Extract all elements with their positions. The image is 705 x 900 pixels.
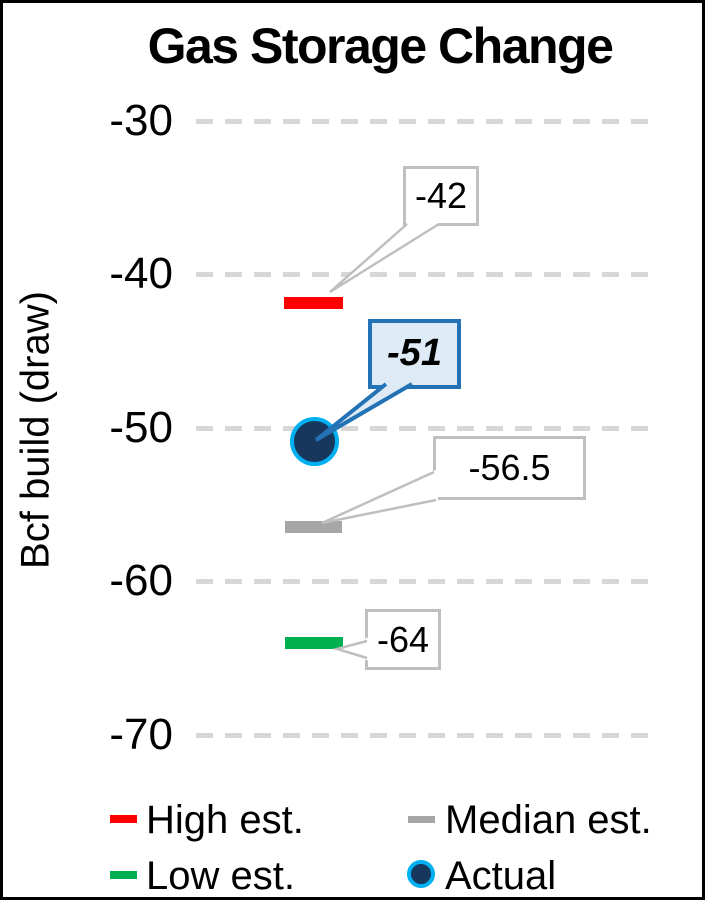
gridline-40 xyxy=(196,272,653,277)
gridline-70 xyxy=(196,733,653,738)
leader-high-icon xyxy=(329,222,440,294)
median-estimate-marker xyxy=(285,521,342,533)
leader-median-icon xyxy=(321,470,437,525)
callout-actual: -51 xyxy=(368,319,461,389)
callout-median: -56.5 xyxy=(433,436,586,500)
gridline-60 xyxy=(196,579,653,584)
y-tick-50: -50 xyxy=(109,403,173,452)
leader-high-fill xyxy=(330,223,439,292)
low-estimate-marker xyxy=(285,637,343,649)
legend-label-median: Median est. xyxy=(445,798,652,842)
legend-label-low: Low est. xyxy=(146,854,295,898)
callout-low: -64 xyxy=(365,609,441,670)
callout-high: -42 xyxy=(403,166,479,226)
actual-point-marker xyxy=(290,417,339,466)
leader-median-fill xyxy=(322,469,438,523)
chart-title: Gas Storage Change xyxy=(147,18,614,74)
y-tick-60: -60 xyxy=(109,556,173,605)
gridline-30 xyxy=(196,119,653,124)
legend-swatch-median-icon xyxy=(408,816,435,823)
legend-label-high: High est. xyxy=(146,798,304,842)
y-tick-30: -30 xyxy=(109,96,173,145)
legend-swatch-low-icon xyxy=(110,871,137,879)
gridline-50 xyxy=(196,426,653,431)
legend-swatch-high-icon xyxy=(110,815,137,823)
y-tick-70: -70 xyxy=(109,710,173,759)
y-tick-40: -40 xyxy=(109,249,173,298)
legend-label-actual: Actual xyxy=(445,854,557,898)
legend-swatch-actual-icon xyxy=(407,860,435,888)
high-estimate-marker xyxy=(284,297,343,309)
